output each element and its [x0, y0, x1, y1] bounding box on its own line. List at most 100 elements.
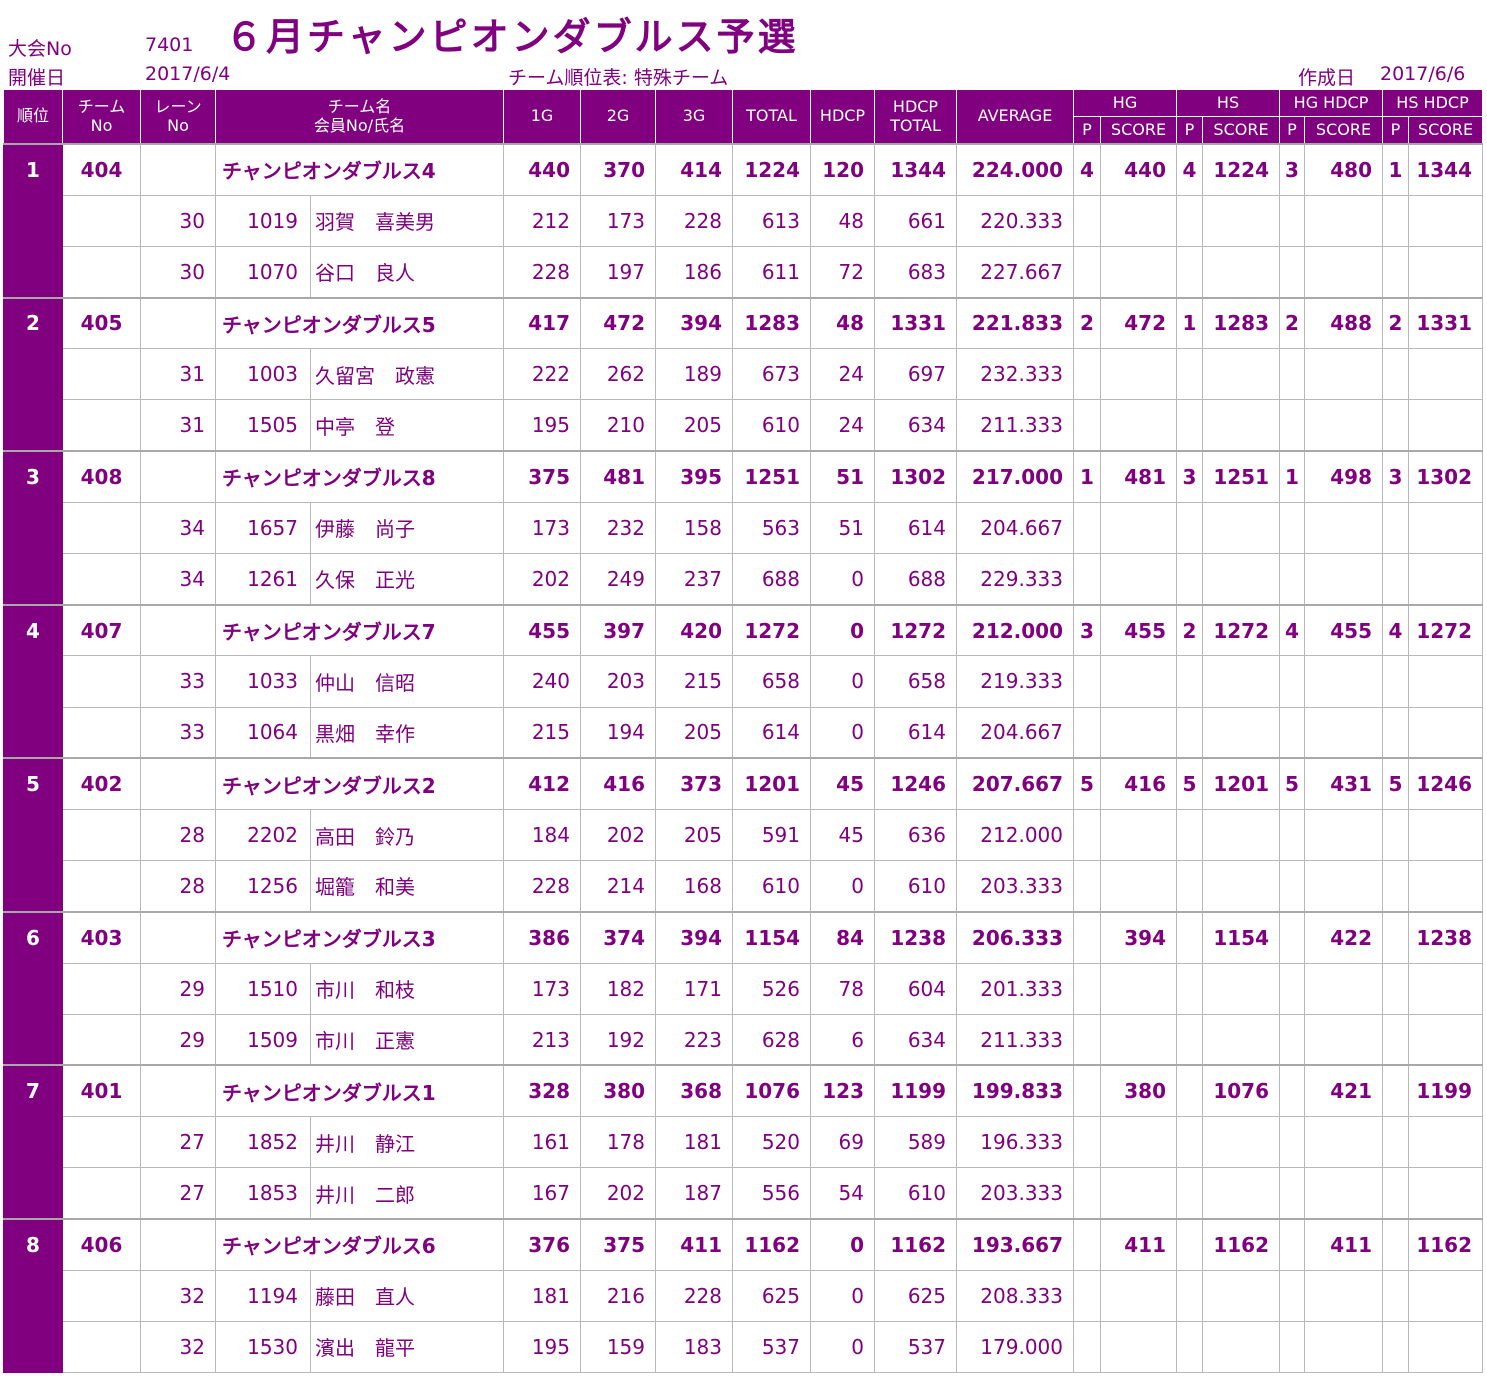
- cell-hg-score: [1100, 348, 1177, 401]
- cell-member-no: 1852: [215, 1116, 311, 1169]
- cell-hs-hdcp-score: [1407, 552, 1484, 606]
- cell-hg-hdcp-p: 5: [1279, 757, 1305, 810]
- cell-hg-score: [1100, 1167, 1177, 1220]
- cell-hg-score: 472: [1100, 296, 1177, 350]
- cell-team-no: 403: [62, 910, 141, 964]
- cell-team-name: チャンピオンダブルス7: [215, 603, 504, 657]
- cell-game-3: 181: [655, 1116, 733, 1169]
- cell-hs-hdcp-p: [1382, 399, 1409, 452]
- cell-game-3: 158: [655, 501, 733, 555]
- cell-member-no: 1657: [215, 501, 311, 555]
- cell-hs-hdcp-p: [1382, 860, 1409, 913]
- cell-hdcp: 0: [810, 1269, 875, 1322]
- cell-hs-hdcp-score: [1407, 348, 1484, 401]
- cell-hdcp: 0: [810, 860, 875, 913]
- cell-hs-hdcp-p: 5: [1382, 757, 1409, 810]
- col-3g: 3G: [655, 89, 733, 145]
- col-team-no: チーム No: [62, 89, 141, 145]
- cell-game-3: 414: [655, 142, 733, 196]
- cell-hs-p: [1176, 808, 1203, 862]
- cell-hg-score: [1100, 245, 1177, 299]
- cell-hg-p: [1073, 348, 1101, 401]
- cell-hg-score: [1100, 1013, 1177, 1066]
- cell-hdcp-total: 1331: [874, 296, 957, 350]
- cell-hg-hdcp-score: [1304, 194, 1383, 247]
- cell-hg-score: [1100, 501, 1177, 555]
- member-row: 34 1261 久保 正光 202 249 237 688 0 688 229.333: [3, 552, 1484, 606]
- cell-hg-hdcp-p: 3: [1279, 142, 1305, 196]
- cell-lane-no: 34: [140, 552, 216, 606]
- cell-hdcp: 72: [810, 245, 875, 299]
- cell-hs-hdcp-p: [1382, 1269, 1409, 1322]
- cell-hs-score: [1202, 245, 1280, 299]
- cell-hs-score: 1283: [1202, 296, 1280, 350]
- cell-team-no: [62, 1320, 141, 1374]
- cell-hg-hdcp-score: [1304, 1116, 1383, 1169]
- cell-average: 229.333: [956, 552, 1074, 606]
- cell-member-name: 谷口 良人: [310, 245, 504, 299]
- cell-hs-hdcp-p: 2: [1382, 296, 1409, 350]
- cell-member-name: 濱出 龍平: [310, 1320, 504, 1374]
- cell-game-1: 212: [503, 194, 581, 247]
- cell-hs-hdcp-score: [1407, 1167, 1484, 1220]
- cell-member-no: 1853: [215, 1167, 311, 1220]
- cell-hg-score: [1100, 962, 1177, 1015]
- cell-total: 1201: [732, 757, 811, 810]
- cell-hg-hdcp-score: [1304, 860, 1383, 913]
- cell-hs-p: [1176, 501, 1203, 555]
- cell-hg-hdcp-score: [1304, 245, 1383, 299]
- cell-hs-hdcp-p: [1382, 552, 1409, 606]
- cell-team-no: 407: [62, 603, 141, 657]
- cell-hg-hdcp-p: 1: [1279, 450, 1305, 503]
- cell-rank-cell: [3, 1320, 63, 1374]
- cell-lane-no: [140, 142, 216, 196]
- cell-hdcp-total: 614: [874, 501, 957, 555]
- team-row: 6 403 チャンピオンダブルス3 386 374 394 1154 84 1238 206.33…: [3, 910, 1484, 964]
- cell-hg-hdcp-score: 422: [1304, 910, 1383, 964]
- cell-hs-hdcp-score: [1407, 1116, 1484, 1169]
- cell-game-3: 394: [655, 910, 733, 964]
- cell-hg-hdcp-p: [1279, 501, 1305, 555]
- cell-lane-no: [140, 1217, 216, 1271]
- cell-game-2: 214: [580, 860, 656, 913]
- cell-hdcp: 45: [810, 757, 875, 810]
- cell-rank-cell: [3, 1013, 63, 1066]
- cell-lane-no: 30: [140, 194, 216, 247]
- cell-game-2: 173: [580, 194, 656, 247]
- cell-hdcp: 48: [810, 194, 875, 247]
- cell-hg-p: [1073, 808, 1101, 862]
- cell-hs-hdcp-p: 1: [1382, 142, 1409, 196]
- cell-game-2: 481: [580, 450, 656, 503]
- cell-hs-score: 1272: [1202, 603, 1280, 657]
- cell-game-3: 228: [655, 194, 733, 247]
- col-hgh-score: SCORE: [1304, 116, 1383, 145]
- cell-game-2: 197: [580, 245, 656, 299]
- cell-hs-hdcp-score: [1407, 194, 1484, 247]
- cell-hdcp: 0: [810, 1217, 875, 1271]
- cell-game-1: 195: [503, 399, 581, 452]
- cell-hs-score: [1202, 1320, 1280, 1374]
- cell-hdcp: 69: [810, 1116, 875, 1169]
- cell-game-3: 373: [655, 757, 733, 810]
- cell-hg-score: [1100, 808, 1177, 862]
- cell-hdcp-total: 1344: [874, 142, 957, 196]
- cell-hs-p: [1176, 1320, 1203, 1374]
- team-row: 5 402 チャンピオンダブルス2 412 416 373 1201 45 1246 207.66…: [3, 757, 1484, 810]
- cell-hs-p: [1176, 348, 1203, 401]
- created-label: 作成日: [1298, 67, 1356, 89]
- cell-team-no: [62, 194, 141, 247]
- cell-hs-score: [1202, 860, 1280, 913]
- cell-hs-hdcp-p: [1382, 501, 1409, 555]
- cell-hg-hdcp-p: [1279, 194, 1305, 247]
- cell-hg-p: [1073, 501, 1101, 555]
- cell-team-no: [62, 1269, 141, 1322]
- cell-total: 563: [732, 501, 811, 555]
- col-1g: 1G: [503, 89, 581, 145]
- cell-hs-p: [1176, 1064, 1203, 1118]
- cell-hs-score: 1251: [1202, 450, 1280, 503]
- cell-hdcp: 0: [810, 655, 875, 708]
- member-row: 33 1033 仲山 信昭 240 203 215 658 0 658 219.333: [3, 655, 1484, 708]
- cell-game-2: 262: [580, 348, 656, 401]
- cell-game-2: 397: [580, 603, 656, 657]
- cell-game-2: 178: [580, 1116, 656, 1169]
